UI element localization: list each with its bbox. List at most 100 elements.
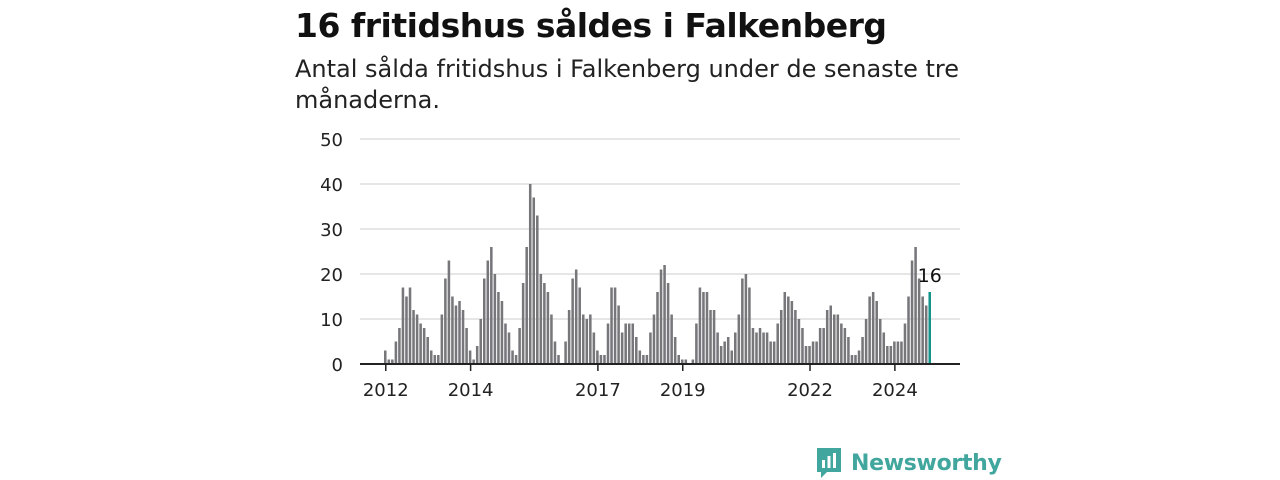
- y-tick-label: 40: [320, 175, 343, 196]
- bar: [454, 305, 458, 364]
- bar: [599, 355, 603, 364]
- y-tick-label: 20: [320, 265, 343, 286]
- bar: [659, 269, 663, 364]
- bar: [482, 278, 486, 364]
- bar: [408, 287, 412, 364]
- bar: [539, 274, 543, 364]
- y-tick-label: 0: [332, 355, 343, 376]
- bar: [779, 310, 783, 364]
- bar: [741, 278, 744, 364]
- newsworthy-logo[interactable]: Newsworthy: [815, 446, 1002, 480]
- bar: [468, 350, 472, 364]
- bar: [666, 283, 670, 364]
- bar: [737, 314, 741, 364]
- bar: [567, 310, 571, 364]
- bar: [401, 287, 405, 364]
- bar: [907, 296, 910, 364]
- bar: [903, 323, 907, 364]
- bar: [405, 296, 408, 364]
- chart-card: 16 fritidshus såldes i Falkenberg Antal …: [295, 0, 1002, 480]
- chart-subtitle: Antal sålda fritidshus i Falkenberg unde…: [295, 55, 960, 114]
- bar: [475, 346, 479, 364]
- brand-name: Newsworthy: [851, 450, 1002, 476]
- bar: [917, 278, 921, 364]
- bar: [691, 359, 695, 364]
- bar: [433, 355, 437, 364]
- bar: [709, 310, 712, 364]
- bar: [744, 274, 748, 364]
- bar: [801, 328, 804, 364]
- bar: [581, 314, 585, 364]
- bar: [656, 292, 659, 364]
- bar: [723, 341, 726, 364]
- bar: [875, 301, 878, 364]
- bar: [578, 287, 581, 364]
- bar: [695, 323, 698, 364]
- x-tick-label: 2017: [575, 380, 621, 401]
- bar: [680, 359, 684, 364]
- bar: [514, 355, 518, 364]
- bar: [840, 323, 843, 364]
- bar: [391, 359, 394, 364]
- bar: [458, 301, 461, 364]
- bar: [719, 346, 723, 364]
- x-tick-label: 2024: [872, 380, 918, 401]
- bar: [465, 328, 468, 364]
- bar: [748, 287, 751, 364]
- bar: [500, 301, 504, 364]
- bar: [815, 341, 818, 364]
- bar: [794, 310, 797, 364]
- bar: [557, 355, 560, 364]
- bar: [387, 359, 391, 364]
- bar: [624, 323, 627, 364]
- bar: [702, 292, 705, 364]
- bar: [635, 337, 638, 364]
- bar: [511, 350, 514, 364]
- bar: [730, 350, 734, 364]
- bar: [553, 341, 557, 364]
- y-tick-label: 10: [320, 310, 343, 331]
- bar: [447, 260, 451, 364]
- bar: [705, 292, 709, 364]
- bar: [592, 332, 596, 364]
- bar: [677, 355, 680, 364]
- bar: [684, 359, 688, 364]
- bar: [412, 310, 415, 364]
- bar: [769, 341, 772, 364]
- bar: [921, 296, 924, 364]
- bar: [422, 328, 426, 364]
- bar: [394, 341, 398, 364]
- bar: [564, 341, 567, 364]
- bar: [790, 301, 794, 364]
- bar: [900, 341, 903, 364]
- bar: [645, 355, 649, 364]
- bar: [507, 332, 511, 364]
- bar: [543, 283, 546, 364]
- bar: [765, 332, 769, 364]
- bar: [546, 292, 550, 364]
- bar: [896, 341, 900, 364]
- bar: [440, 314, 444, 364]
- bar: [461, 310, 465, 364]
- bar: [525, 247, 528, 364]
- bar: [924, 305, 928, 364]
- bar: [532, 197, 536, 364]
- bar: [758, 328, 762, 364]
- bar: [762, 332, 765, 364]
- y-axis-tick-labels: 0 10 20 30 40 50: [320, 130, 343, 376]
- bar: [451, 296, 454, 364]
- bar: [825, 310, 829, 364]
- y-tick-label: 50: [320, 130, 343, 151]
- bar: [712, 310, 716, 364]
- bar-highlighted: [928, 292, 931, 364]
- bar: [698, 287, 702, 364]
- bar: [638, 350, 642, 364]
- bar: [627, 323, 631, 364]
- bar: [726, 337, 730, 364]
- bar: [818, 328, 822, 364]
- bar: [734, 332, 737, 364]
- bar: [850, 355, 854, 364]
- y-tick-label: 30: [320, 220, 343, 241]
- bar: [504, 323, 507, 364]
- bar: [652, 314, 656, 364]
